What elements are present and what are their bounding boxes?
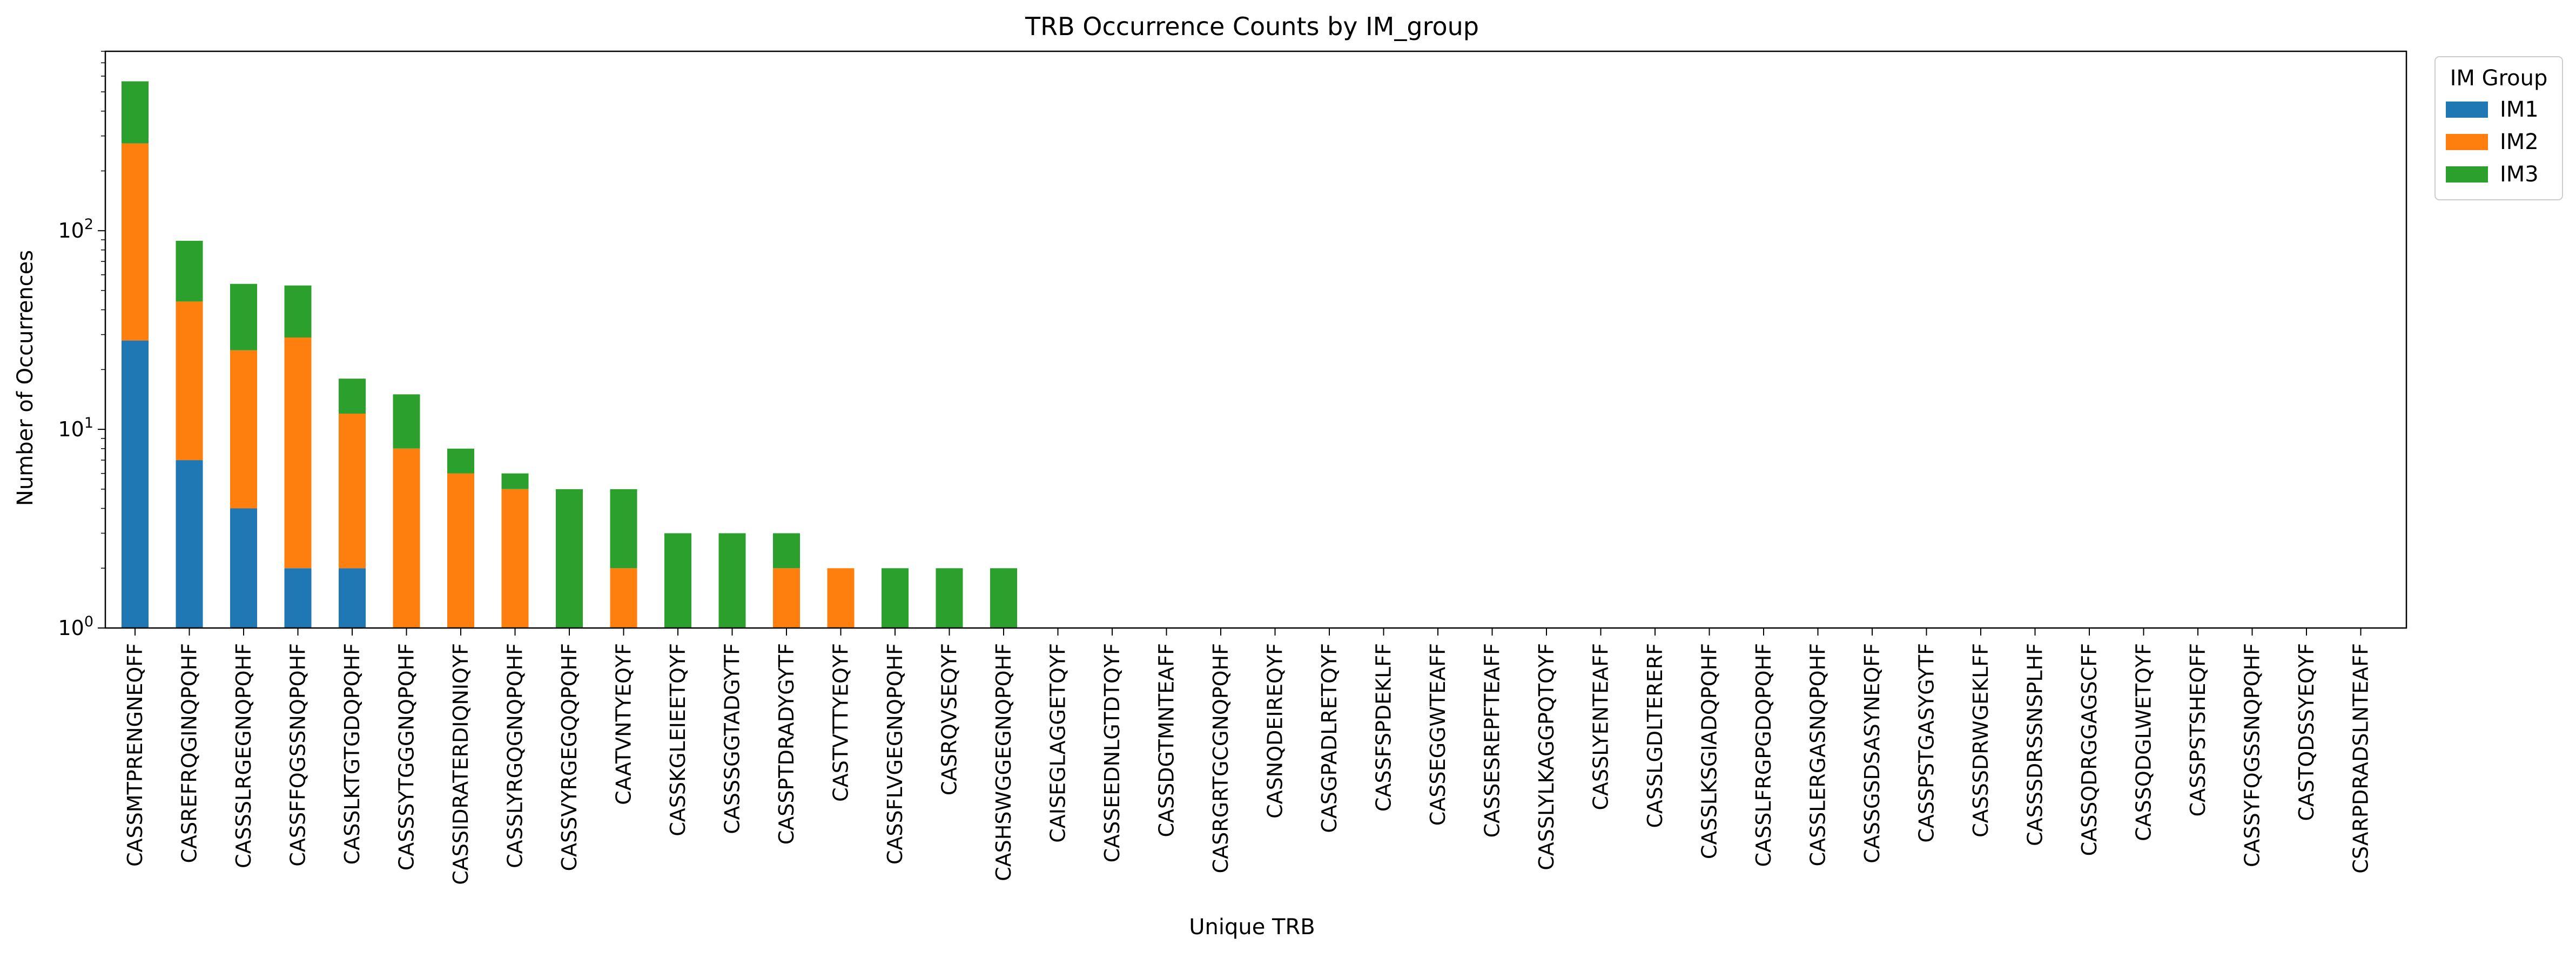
x-tick-label: CASSMTPRENGNEQFF	[123, 643, 147, 867]
x-tick-label: CASSLYRGQGNQPQHF	[503, 643, 527, 868]
bar-im2-3	[284, 337, 312, 569]
x-tick-label: CSARPDRADSLNTEAFF	[2349, 643, 2373, 874]
x-tick-label: CASHSWGGEGNQPQHF	[992, 643, 1015, 881]
x-tick-label: CASSKGLEIEETQYF	[666, 643, 690, 836]
x-tick-label: CASSEEDNLGTDTQYF	[1100, 643, 1124, 862]
bar-im3-8	[556, 489, 583, 628]
x-tick-label: CASSSYTGGGNQPQHF	[395, 643, 419, 870]
bar-im3-5	[393, 394, 420, 449]
x-tick-label: CAISEGLAGGETQYF	[1046, 643, 1070, 843]
bar-im3-9	[610, 489, 637, 569]
legend-label-im1: IM1	[2500, 97, 2539, 122]
x-tick-label: CASSSDRWGEKLFF	[1969, 643, 1993, 838]
x-tick-label: CASSPSTSHEQFF	[2186, 643, 2210, 816]
x-tick-label: CASRQVSEQYF	[938, 643, 961, 795]
bar-im1-4	[339, 568, 366, 628]
x-tick-label: CASSLYLKAGGPQTQYF	[1535, 643, 1558, 870]
y-tick-label: 101	[58, 415, 93, 441]
x-tick-label: CASSYFQGSSNQPQHF	[2241, 643, 2264, 867]
bar-im3-11	[718, 533, 746, 628]
bar-im2-5	[393, 448, 420, 628]
legend-items: IM1 IM2 IM3	[2446, 97, 2539, 187]
x-tick-label: CASSFSPDEKLFF	[1372, 643, 1396, 812]
x-axis-label: Unique TRB	[1189, 915, 1315, 940]
y-axis-label: Number of Occurrences	[13, 250, 38, 506]
bar-im3-6	[447, 448, 474, 474]
x-tick-label: CASSLFRGPGDQPQHF	[1752, 643, 1775, 867]
x-tick-label: CASSSGGTADGYTF	[721, 643, 744, 834]
x-tick-label: CAATVNTYEQYF	[612, 643, 636, 805]
x-tick-label: CASSSDRSSNSPLHF	[2023, 643, 2047, 846]
bar-im3-12	[773, 533, 800, 569]
bar-im3-4	[339, 379, 366, 414]
y-tick-label: 100	[58, 613, 93, 640]
y-axis: 100 101 102	[58, 51, 105, 640]
bar-im3-16	[990, 568, 1017, 628]
x-tick-label: CASSDGTMNTEAFF	[1155, 643, 1179, 837]
x-tick-label: CASSIDRATERDIQNIQYF	[449, 643, 473, 885]
bar-im2-1	[176, 301, 203, 461]
legend-title: IM Group	[2450, 66, 2548, 91]
bar-im3-14	[882, 568, 909, 628]
x-tick-label: CASSEGGWTEAFF	[1426, 643, 1450, 826]
x-tick-label: CASTQDSSYEQYF	[2295, 643, 2318, 821]
x-tick-label: CASSPSTGASYGYTF	[1915, 643, 1939, 843]
x-tick-label: CASSLYENTEAFF	[1589, 643, 1613, 810]
x-tick-label: CASSSLRGEGNQPQHF	[232, 643, 255, 868]
legend-label-im2: IM2	[2500, 130, 2539, 154]
bar-im3-2	[230, 283, 257, 350]
bar-im1-2	[230, 508, 257, 628]
legend: IM Group IM1 IM2 IM3	[2434, 56, 2563, 200]
x-tick-label: CASSGSDSASYNEQFF	[1860, 643, 1884, 863]
x-tick-label: CASSLGDLTERERF	[1643, 643, 1667, 828]
bar-im2-7	[501, 489, 529, 628]
legend-swatch-im3	[2446, 166, 2488, 183]
x-tick-label: CASTVTTYEQYF	[829, 643, 853, 802]
legend-label-im3: IM3	[2500, 162, 2539, 187]
legend-box	[2434, 56, 2563, 200]
bar-im1-0	[122, 340, 149, 628]
x-tick-label: CASSFFQGSSNQPQHF	[286, 643, 310, 867]
bars-layer	[122, 81, 1017, 628]
bar-im2-4	[339, 414, 366, 569]
bar-im2-9	[610, 568, 637, 628]
chart-title: TRB Occurrence Counts by IM_group	[1025, 12, 1479, 41]
x-tick-label: CASSFLVGEGNQPQHF	[883, 643, 907, 865]
x-tick-label: CASSVYRGEGQQPQHF	[557, 643, 581, 871]
bar-im3-7	[501, 473, 529, 489]
bar-im3-0	[122, 81, 149, 144]
y-tick-label: 102	[58, 216, 93, 242]
bar-im3-15	[936, 568, 963, 628]
legend-swatch-im2	[2446, 134, 2488, 150]
plot-frame	[104, 50, 2407, 629]
x-tick-label: CASNQDEIREQYF	[1263, 643, 1287, 819]
bar-im2-0	[122, 143, 149, 341]
x-tick-label: CASSLKTGTGDQPQHF	[340, 643, 364, 865]
bar-im3-10	[664, 533, 691, 628]
bar-im2-13	[827, 568, 855, 628]
x-tick-label: CASSESREPFTEAFF	[1481, 643, 1504, 838]
x-tick-label: CASSPTDRADYGYTF	[775, 643, 798, 845]
bar-im2-6	[447, 473, 474, 628]
bar-im3-3	[284, 285, 312, 337]
x-tick-label: CASSLKSGIADQPQHF	[1698, 643, 1721, 859]
x-tick-label: CASGPADLRETQYF	[1317, 643, 1341, 833]
x-axis: CASSMTPRENGNEQFF CASREFRQGINQPQHF CASSSLRG…	[123, 628, 2373, 885]
bar-im2-2	[230, 350, 257, 509]
x-tick-label: CASSLERGASNQPQHF	[1806, 643, 1830, 867]
x-tick-label: CASREFRQGINQPQHF	[178, 643, 201, 863]
legend-swatch-im1	[2446, 102, 2488, 118]
x-tick-label: CASSQDRGGAGSCFF	[2077, 643, 2101, 856]
bar-im3-1	[176, 240, 203, 302]
bar-im2-12	[773, 568, 800, 628]
bar-im1-1	[176, 460, 203, 628]
x-tick-label: CASRGRTGCGNQPQHF	[1209, 643, 1233, 873]
x-tick-label: CASSQDGLWETQYF	[2132, 643, 2156, 841]
bar-im1-3	[284, 568, 312, 628]
